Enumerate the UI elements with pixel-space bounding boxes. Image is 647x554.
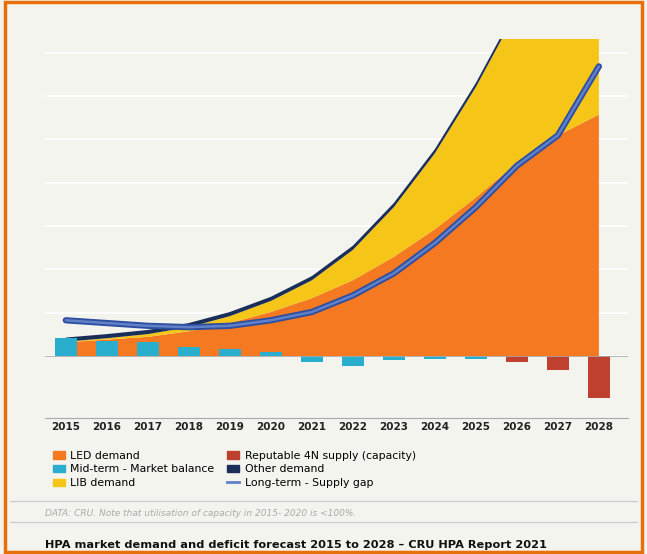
Bar [547, 356, 569, 365]
Bar [424, 356, 446, 359]
Bar [587, 356, 610, 366]
Bar [219, 349, 241, 356]
Bar [54, 338, 77, 356]
Text: DATA: CRU. Note that utilisation of capacity in 2015- 2020 is <100%.: DATA: CRU. Note that utilisation of capa… [45, 509, 356, 519]
Bar [382, 356, 405, 360]
Bar [505, 356, 528, 362]
Bar [547, 356, 569, 370]
Text: HPA market demand and deficit forecast 2015 to 2028 – CRU HPA Report 2021: HPA market demand and deficit forecast 2… [45, 540, 547, 550]
Bar [259, 352, 282, 356]
Bar [505, 356, 528, 362]
Bar [96, 341, 118, 356]
Bar [301, 356, 323, 362]
Bar [465, 356, 487, 359]
Bar [177, 346, 200, 356]
Bar [137, 342, 159, 356]
Bar [587, 356, 610, 398]
Bar [342, 356, 364, 366]
Legend: LED demand, Mid-term - Market balance, LIB demand, Reputable 4N supply (capacity: LED demand, Mid-term - Market balance, L… [50, 449, 418, 490]
